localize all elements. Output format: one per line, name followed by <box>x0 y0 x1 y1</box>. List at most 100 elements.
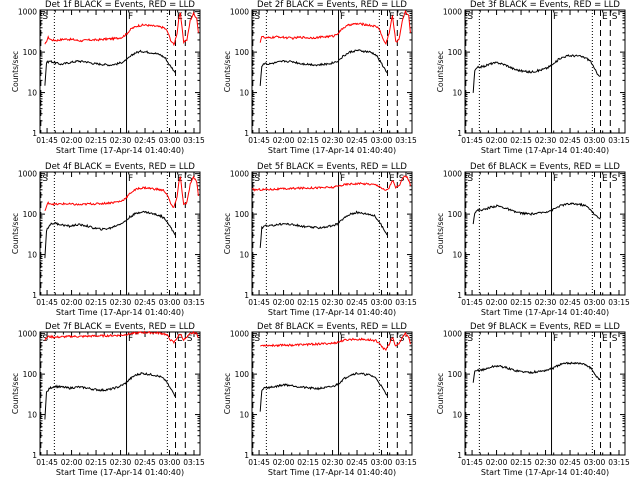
marker-label: S <box>42 174 48 184</box>
y-axis-label: Counts/sec <box>11 373 20 414</box>
x-tick-label: 02:15 <box>297 458 319 467</box>
events-series-line <box>472 54 601 93</box>
x-axis-label: Start Time (17-Apr-14 01:40:40) <box>56 308 184 317</box>
y-tick-label: 1 <box>244 129 249 138</box>
marker-label: S <box>612 12 618 22</box>
panel-title: Det 8f BLACK = Events, RED = LLD <box>257 322 407 332</box>
panel-title: Det 7f BLACK = Events, RED = LLD <box>45 322 195 332</box>
x-axis-label: Start Time (17-Apr-14 01:40:40) <box>268 146 396 155</box>
y-tick-label: 1000 <box>18 330 37 339</box>
events-series-line <box>44 210 176 259</box>
y-tick-label: 100 <box>235 210 250 219</box>
detector-panel-6: Det 6f BLACK = Events, RED = LLD 1 10 100 10… <box>436 162 630 317</box>
x-tick-label: 03:15 <box>608 458 630 467</box>
y-axis-label: Counts/sec <box>436 373 445 414</box>
marker-label: E <box>602 12 608 22</box>
y-tick-label: 10 <box>239 89 249 98</box>
x-tick-label: 02:30 <box>110 458 132 467</box>
plot-frame <box>251 171 413 296</box>
x-tick-label: 02:00 <box>61 298 83 307</box>
x-tick-label: 03:00 <box>371 458 393 467</box>
x-tick-label: 02:30 <box>535 136 557 145</box>
x-tick-label: 02:15 <box>85 458 107 467</box>
y-axis-label: Counts/sec <box>223 51 232 92</box>
x-tick-label: 02:00 <box>486 136 508 145</box>
x-tick-label: 01:45 <box>248 298 270 307</box>
detector-panel-1: Det 1f BLACK = Events, RED = LLD 1 10 100 10… <box>11 0 205 155</box>
x-tick-label: 02:15 <box>297 136 319 145</box>
y-tick-label: 1000 <box>230 170 249 179</box>
y-tick-label: 1 <box>32 451 37 460</box>
x-tick-label: 02:45 <box>559 298 581 307</box>
x-axis-label: Start Time (17-Apr-14 01:40:40) <box>56 468 184 477</box>
lld-series-line <box>260 331 411 352</box>
x-tick-label: 03:00 <box>159 458 181 467</box>
marker-label: F <box>340 174 345 184</box>
x-tick-label: 03:15 <box>395 298 417 307</box>
marker-label: S <box>187 12 193 22</box>
x-tick-label: 03:00 <box>584 136 606 145</box>
x-tick-label: 03:15 <box>183 136 205 145</box>
x-tick-label: 02:45 <box>346 298 368 307</box>
marker-label: S <box>399 12 405 22</box>
y-tick-label: 1000 <box>443 170 462 179</box>
y-tick-label: 100 <box>448 370 463 379</box>
x-tick-label: 03:00 <box>159 136 181 145</box>
y-tick-label: 100 <box>448 210 463 219</box>
y-tick-label: 100 <box>23 210 38 219</box>
marker-label: S <box>254 12 260 22</box>
x-tick-label: 02:45 <box>134 298 156 307</box>
detector-panel-5: Det 5f BLACK = Events, RED = LLD 1 10 100 10… <box>223 162 417 317</box>
y-tick-label: 1 <box>244 451 249 460</box>
x-tick-label: 02:30 <box>535 458 557 467</box>
x-tick-label: 02:00 <box>486 298 508 307</box>
plot-frame <box>39 331 201 456</box>
events-series-line <box>259 372 388 412</box>
marker-label: S <box>612 174 618 184</box>
x-tick-label: 01:45 <box>461 136 483 145</box>
x-tick-label: 02:30 <box>322 298 344 307</box>
y-tick-label: 1000 <box>443 330 462 339</box>
detector-panel-4: Det 4f BLACK = Events, RED = LLD 1 10 100 10… <box>11 162 205 317</box>
plot-frame <box>251 331 413 456</box>
y-tick-label: 10 <box>27 251 37 260</box>
marker-label: E <box>602 174 608 184</box>
plot-frame <box>464 331 626 456</box>
events-series-line <box>44 371 176 420</box>
marker-label: S <box>42 12 48 22</box>
x-tick-label: 02:45 <box>134 136 156 145</box>
lld-series-line <box>259 9 411 45</box>
y-axis-label: Counts/sec <box>223 213 232 254</box>
marker-label: E <box>177 334 183 344</box>
detector-panel-8: Det 8f BLACK = Events, RED = LLD 1 10 100 10… <box>223 322 417 477</box>
y-tick-label: 100 <box>235 370 250 379</box>
x-axis-label: Start Time (17-Apr-14 01:40:40) <box>56 146 184 155</box>
x-tick-label: 02:30 <box>535 298 557 307</box>
plot-frame <box>39 171 201 296</box>
x-tick-label: 03:15 <box>395 458 417 467</box>
panel-title: Det 4f BLACK = Events, RED = LLD <box>45 162 195 172</box>
y-axis-label: Counts/sec <box>436 51 445 92</box>
y-tick-label: 1000 <box>18 170 37 179</box>
lld-series-line <box>44 11 199 47</box>
x-tick-label: 02:45 <box>134 458 156 467</box>
x-tick-label: 03:15 <box>608 298 630 307</box>
marker-label: F <box>553 334 558 344</box>
marker-label: E <box>602 334 608 344</box>
events-series-line <box>259 210 388 248</box>
x-tick-label: 02:45 <box>346 458 368 467</box>
x-tick-label: 03:15 <box>183 298 205 307</box>
marker-label: S <box>187 334 193 344</box>
y-axis-label: Counts/sec <box>223 373 232 414</box>
marker-label: F <box>340 12 345 22</box>
x-tick-label: 01:45 <box>36 298 58 307</box>
panel-title: Det 2f BLACK = Events, RED = LLD <box>257 0 407 10</box>
plot-frame <box>464 171 626 296</box>
marker-label: F <box>553 174 558 184</box>
y-axis-label: Counts/sec <box>436 213 445 254</box>
y-tick-label: 1 <box>457 291 462 300</box>
y-tick-label: 10 <box>452 251 462 260</box>
marker-label: S <box>187 174 193 184</box>
events-series-line <box>259 49 388 86</box>
